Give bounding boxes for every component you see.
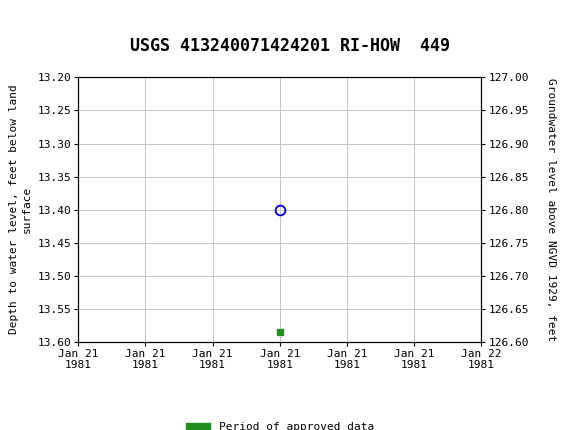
Legend: Period of approved data: Period of approved data (181, 418, 379, 430)
Y-axis label: Groundwater level above NGVD 1929, feet: Groundwater level above NGVD 1929, feet (546, 78, 556, 341)
Text: USGS 413240071424201 RI-HOW  449: USGS 413240071424201 RI-HOW 449 (130, 37, 450, 55)
Text: ╳USGS: ╳USGS (7, 7, 61, 28)
Y-axis label: Depth to water level, feet below land
surface: Depth to water level, feet below land su… (9, 85, 32, 335)
